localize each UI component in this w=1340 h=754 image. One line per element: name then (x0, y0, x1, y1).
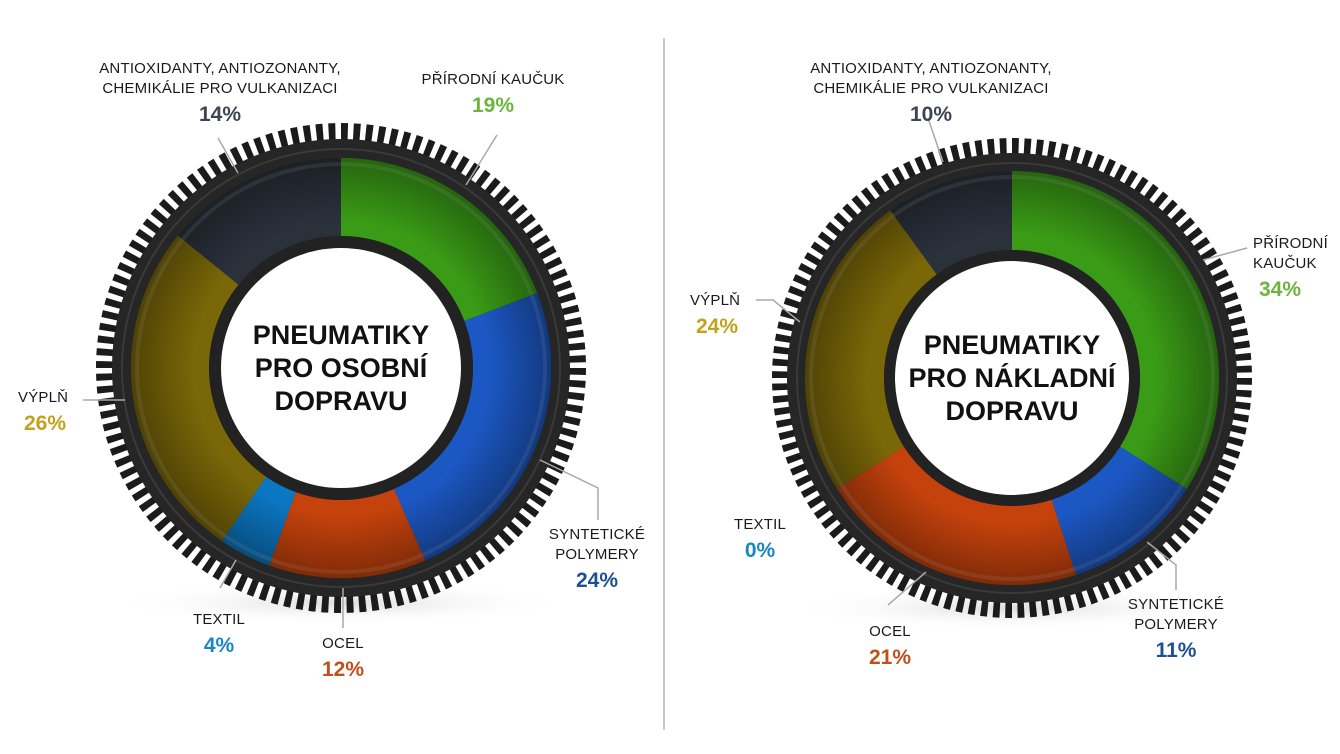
leader-line (219, 559, 237, 589)
slice-label: PŘÍRODNÍ KAUČUK (421, 71, 564, 88)
slice-percent: 26% (24, 412, 66, 435)
slice-percent: 11% (1156, 639, 1197, 662)
chart-title-line: DOPRAVU (274, 386, 407, 416)
slice-percent: 10% (910, 103, 952, 126)
leader-line (465, 134, 498, 186)
slice-label: TEXTIL (193, 611, 245, 628)
slice-label: ANTIOXIDANTY, ANTIOZONANTY, (810, 60, 1052, 77)
slice-label: SYNTETICKÉ (549, 526, 645, 543)
leader-line (217, 137, 239, 174)
leader-line (1146, 541, 1177, 590)
leader-line (927, 117, 944, 163)
slice-percent: 34% (1259, 278, 1301, 301)
leader-line (756, 299, 801, 323)
slice-label: POLYMERY (555, 546, 639, 563)
leader-line (1202, 247, 1248, 261)
slice-percent: 24% (696, 315, 738, 338)
slice-percent: 12% (322, 658, 364, 681)
chart-title-line: PRO NÁKLADNÍ (909, 362, 1117, 393)
center-hole (895, 261, 1129, 495)
slice-label: OCEL (322, 635, 364, 652)
slice-label: CHEMIKÁLIE PRO VULKANIZACI (813, 80, 1048, 97)
slice-label: TEXTIL (734, 516, 786, 533)
leader-line (539, 459, 599, 520)
slice-label: VÝPLŇ (690, 292, 740, 309)
slice-percent: 4% (204, 634, 235, 657)
slice-label: VÝPLŇ (18, 389, 68, 406)
slice-label: KAUČUK (1253, 255, 1317, 272)
slice-percent: 19% (472, 94, 514, 117)
slice-label: PŘÍRODNÍ (1253, 235, 1329, 252)
slice-label: SYNTETICKÉ (1128, 596, 1224, 613)
slice-label: ANTIOXIDANTY, ANTIOZONANTY, (99, 60, 341, 77)
leader-line (887, 571, 927, 606)
slice-percent: 24% (576, 569, 618, 592)
slice-label: CHEMIKÁLIE PRO VULKANIZACI (102, 80, 337, 97)
chart-title-line: PNEUMATIKY (253, 320, 430, 350)
slice-label: POLYMERY (1134, 616, 1218, 633)
slice-percent: 21% (869, 646, 911, 669)
slice-percent: 14% (199, 103, 241, 126)
center-hole (221, 248, 461, 488)
slice-label: OCEL (869, 623, 911, 640)
chart-title-line: PRO OSOBNÍ (255, 352, 429, 383)
chart-title-line: DOPRAVU (945, 396, 1078, 426)
slice-percent: 0% (745, 539, 776, 562)
chart-title-line: PNEUMATIKY (924, 330, 1101, 360)
